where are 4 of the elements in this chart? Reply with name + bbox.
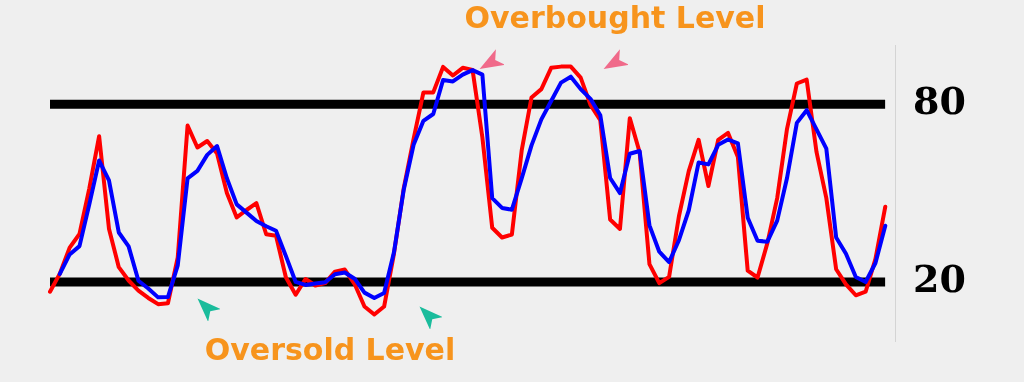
annotation: Oversold Level — [204, 331, 456, 367]
text: Overbought Level — [464, 0, 766, 35]
y-tick-label: 20 — [913, 255, 967, 301]
y-tick-label: 80 — [913, 78, 967, 124]
